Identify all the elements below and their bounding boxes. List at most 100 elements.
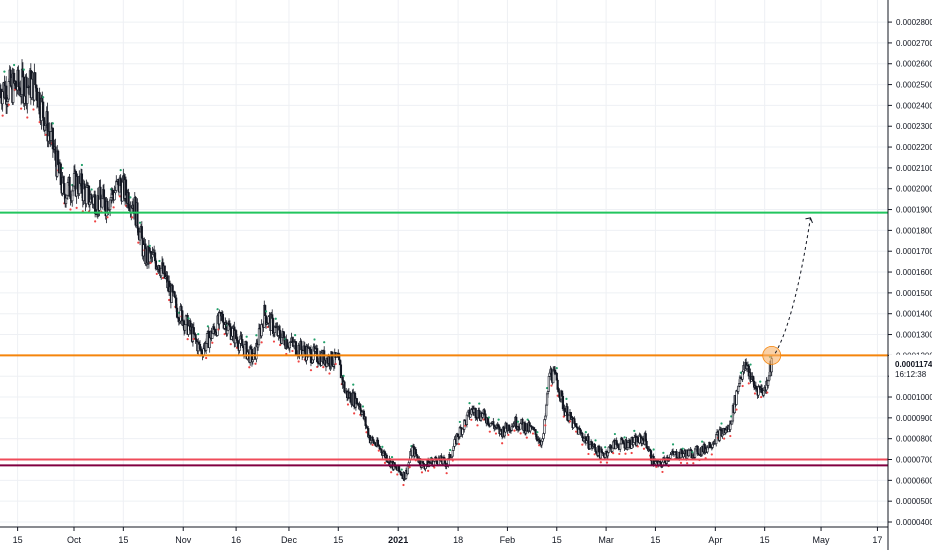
fractal-up-marker — [759, 380, 762, 383]
candle-body-up — [545, 404, 548, 417]
candle[interactable] — [12, 63, 16, 92]
fractal-down-marker — [192, 337, 195, 341]
candle-body-up — [451, 450, 454, 457]
fractal-down-marker — [766, 391, 769, 394]
fractal-up-marker — [478, 402, 481, 405]
fractal-up-marker — [12, 63, 16, 67]
fractal-down-marker — [390, 471, 393, 474]
time-tick-label: 15 — [333, 535, 343, 545]
fractal-up-marker — [545, 386, 549, 390]
fractal-up-marker — [749, 363, 752, 366]
fractal-down-marker — [248, 366, 251, 369]
candle-body-down — [521, 418, 524, 424]
fractal-down-marker — [482, 418, 485, 421]
time-tick-label: 17 — [872, 535, 882, 545]
fractal-up-marker — [51, 122, 54, 125]
fractal-up-marker — [3, 70, 6, 73]
candle[interactable] — [260, 319, 263, 344]
time-tick-label: 15 — [760, 535, 770, 545]
time-tick-label: Dec — [281, 535, 298, 545]
fractal-up-marker — [138, 221, 142, 224]
candle-body-up — [7, 81, 10, 100]
highlight-circle-marker[interactable] — [762, 345, 782, 365]
candle[interactable] — [457, 434, 461, 446]
fractal-down-marker — [155, 272, 158, 276]
fractal-down-marker — [642, 447, 646, 450]
fractal-down-marker — [741, 384, 744, 388]
fractal-down-marker — [612, 451, 615, 455]
fractal-down-marker — [457, 442, 461, 446]
fractal-down-marker — [223, 333, 226, 336]
candle-body-up — [231, 328, 234, 337]
horizontal-levels[interactable] — [0, 211, 888, 467]
candle-body-down — [136, 202, 139, 229]
projection-arrowhead — [805, 217, 813, 224]
fractal-down-marker — [544, 424, 547, 427]
fractal-down-marker — [112, 206, 115, 209]
candle[interactable] — [338, 352, 341, 361]
candle-body-down — [343, 381, 346, 393]
candle-body-down — [566, 406, 569, 421]
fractal-down-marker — [94, 220, 97, 223]
fractal-up-marker — [177, 311, 180, 314]
fractal-down-marker — [488, 430, 491, 433]
fractal-down-marker — [322, 366, 325, 369]
candle-body-down — [397, 465, 401, 472]
fractal-down-marker — [365, 431, 368, 434]
fractal-down-marker — [618, 452, 621, 456]
fractal-down-marker — [260, 341, 263, 344]
candle[interactable] — [51, 122, 54, 158]
candle-body-down — [628, 440, 631, 448]
fractal-down-marker — [137, 241, 140, 244]
fractal-up-marker — [361, 405, 365, 408]
fractal-up-marker — [129, 196, 132, 199]
fractal-down-marker — [272, 340, 276, 343]
time-tick-label: 15 — [118, 535, 128, 545]
fractal-down-marker — [753, 392, 757, 395]
fractal-up-marker — [313, 338, 316, 341]
fractal-down-marker — [309, 369, 313, 372]
candle-body-up — [543, 419, 546, 434]
candle-body-up — [183, 324, 187, 331]
time-tick-label: May — [813, 535, 831, 545]
fractal-down-marker — [723, 437, 726, 440]
candle[interactable] — [739, 371, 742, 382]
projection-path[interactable] — [774, 217, 811, 354]
fractal-down-marker — [507, 433, 510, 436]
fractal-down-marker — [118, 195, 121, 198]
candle[interactable] — [555, 367, 558, 381]
fractal-up-marker — [42, 96, 45, 99]
candle[interactable] — [331, 351, 334, 367]
candle-body-up — [64, 197, 68, 204]
fractal-down-marker — [630, 451, 633, 455]
fractal-down-marker — [599, 461, 602, 464]
time-axis[interactable]: 15 Oct 15 Nov 16 Dec 15 2021 18 Feb 15 Mar 15 Apr 15 Ma… — [13, 527, 883, 545]
candle-body-up — [547, 376, 550, 392]
fractal-down-marker — [519, 432, 522, 435]
fractal-up-marker — [730, 415, 733, 418]
fractal-up-marker — [594, 439, 597, 442]
candle[interactable] — [587, 433, 590, 456]
candle[interactable] — [735, 389, 738, 411]
fractal-down-marker — [568, 420, 572, 423]
fractal-up-marker — [613, 432, 617, 436]
candles[interactable] — [0, 59, 773, 487]
annotations[interactable] — [762, 217, 813, 365]
candle-body-up — [30, 78, 33, 98]
candle[interactable] — [741, 370, 744, 388]
fractal-up-marker — [604, 446, 607, 449]
fractal-up-marker — [720, 422, 723, 425]
